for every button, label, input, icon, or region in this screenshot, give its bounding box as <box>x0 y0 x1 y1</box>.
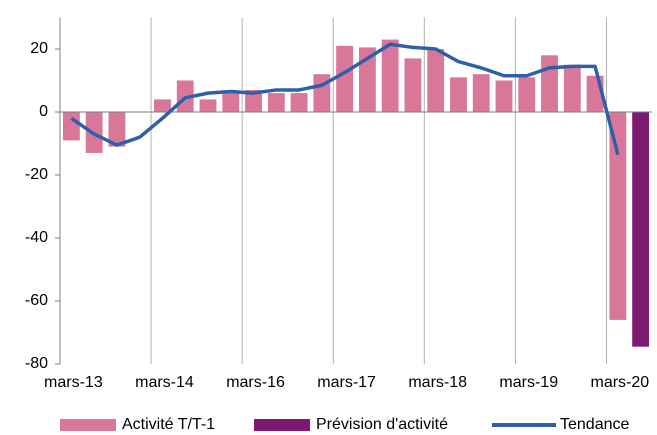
bar <box>290 93 308 112</box>
x-tick-label: mars-19 <box>499 374 558 391</box>
bar <box>154 99 171 112</box>
legend-swatch <box>60 419 116 431</box>
x-tick-label: mars-16 <box>226 374 285 391</box>
bar <box>358 47 376 112</box>
x-tick-label: mars-20 <box>591 374 650 391</box>
x-tick-label: mars-14 <box>135 374 194 391</box>
y-tick-label: 0 <box>39 103 48 120</box>
bar <box>336 45 354 112</box>
bar <box>609 112 627 320</box>
trend-line <box>70 42 620 155</box>
legend-label: Tendance <box>560 416 629 433</box>
y-tick-label: 20 <box>30 40 48 57</box>
bar <box>632 112 650 347</box>
bar <box>472 74 490 112</box>
y-tick-label: -80 <box>25 355 48 372</box>
bar <box>108 112 126 147</box>
bar <box>404 58 422 112</box>
bar <box>267 93 285 112</box>
bar <box>427 49 445 112</box>
bar <box>381 39 399 112</box>
x-tick-label: mars-13 <box>44 374 103 391</box>
bar <box>245 89 262 112</box>
legend-label: Prévision d'activité <box>316 416 448 433</box>
bar <box>541 55 558 112</box>
bar <box>495 80 513 112</box>
bar <box>222 93 240 112</box>
x-tick-label: mars-18 <box>408 374 467 391</box>
bar <box>450 77 467 112</box>
bar <box>199 99 217 112</box>
legend-swatch <box>254 419 310 431</box>
y-tick-label: -60 <box>25 292 48 309</box>
x-tick-label: mars-17 <box>317 374 376 391</box>
y-tick-label: -40 <box>25 229 48 246</box>
bar <box>313 74 331 112</box>
bar <box>62 112 80 141</box>
legend-label: Activité T/T-1 <box>122 416 215 433</box>
bar <box>563 64 581 112</box>
bar <box>518 77 536 112</box>
y-tick-label: -20 <box>25 166 48 183</box>
